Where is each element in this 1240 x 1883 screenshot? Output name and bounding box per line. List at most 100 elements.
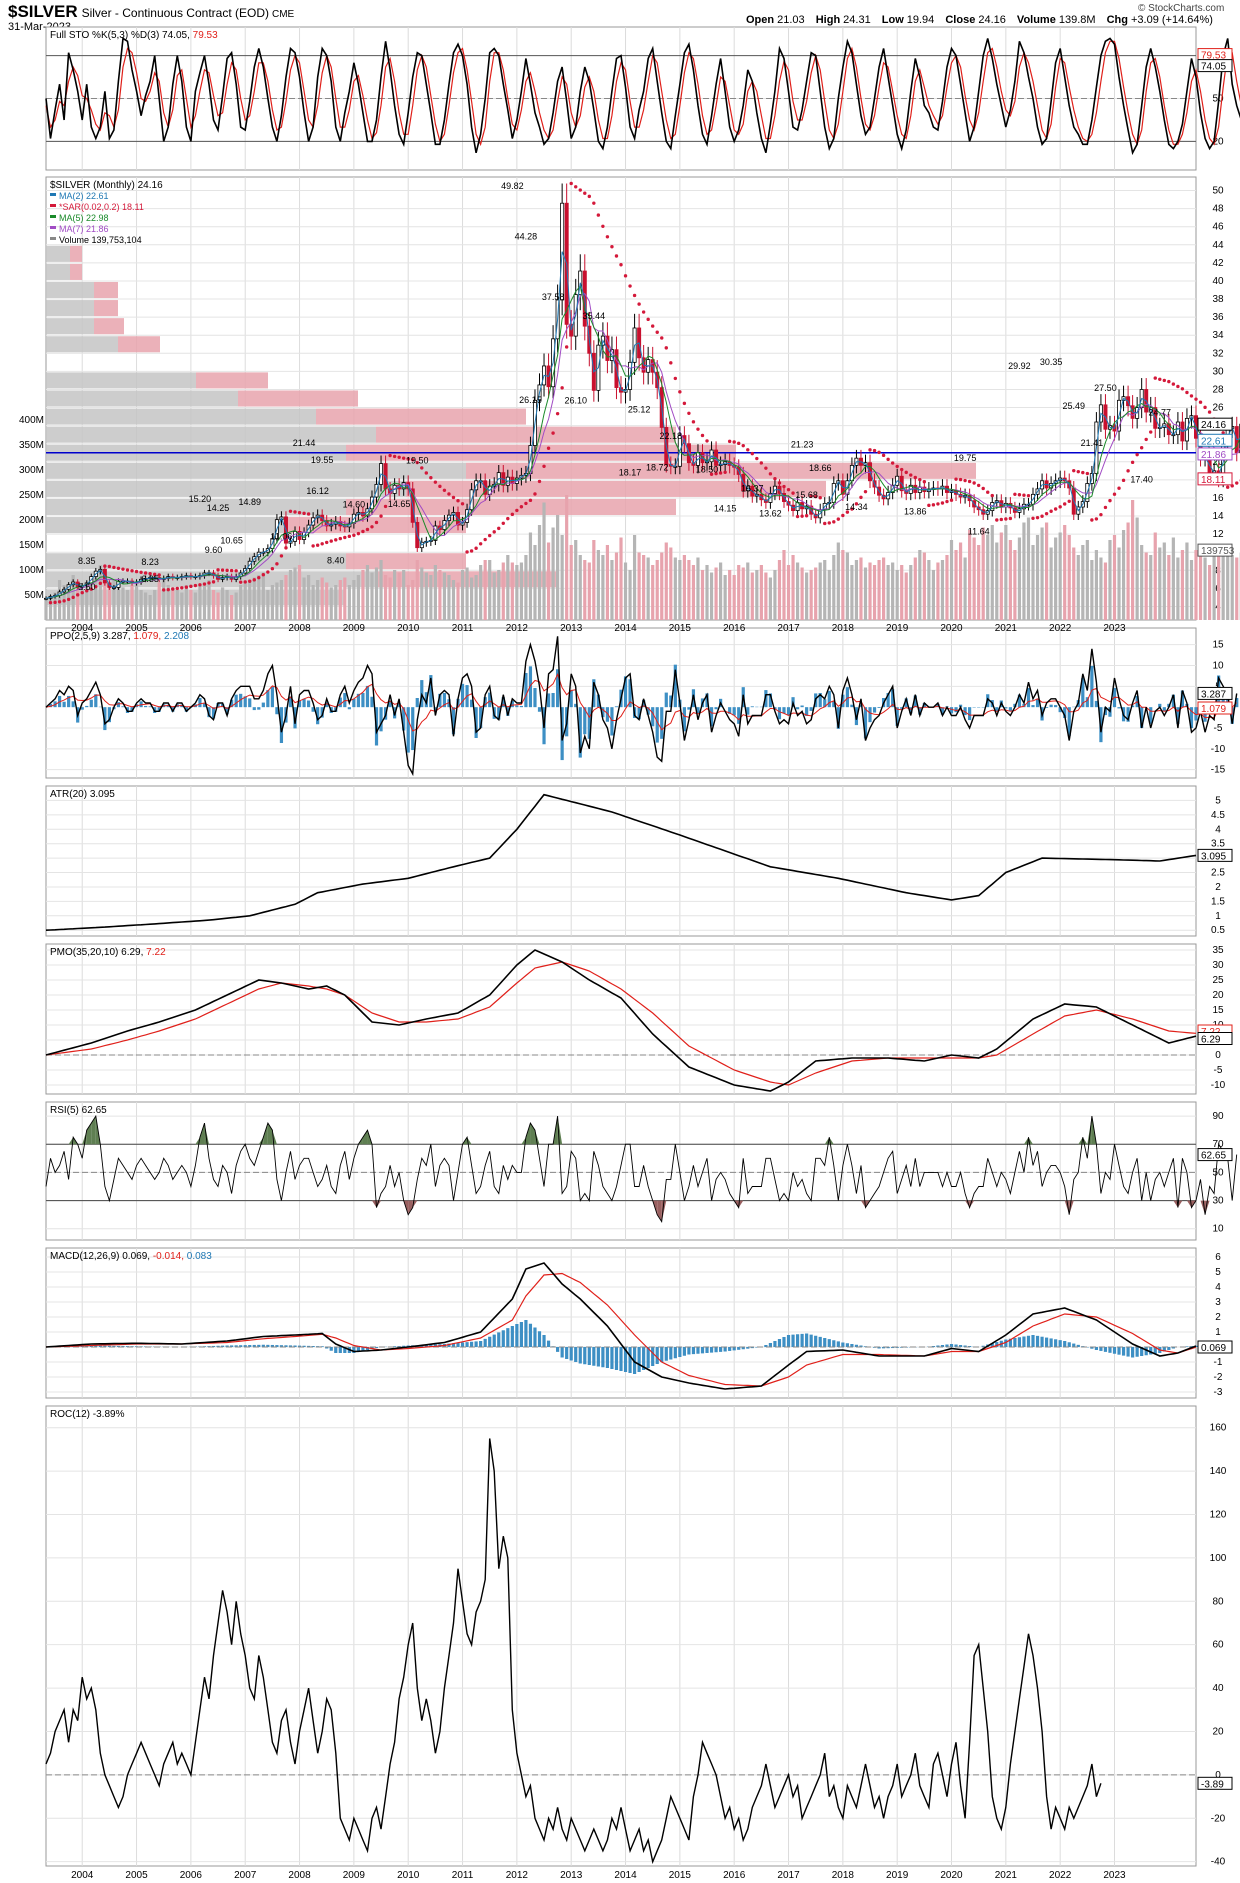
volume-bar-57 [302,577,306,620]
sar-dot-231 [1090,518,1094,522]
sar-dot-251 [1180,387,1185,391]
macd-hist-bar-156 [750,1347,754,1349]
price-label-35: 13.86 [904,506,927,516]
price-label-42: 21.41 [1081,438,1104,448]
ppo-hist-bar-183 [872,707,877,713]
ppo-hist-bar-70 [361,693,365,708]
sar-dot-60 [315,543,320,547]
volume-bar-148 [714,567,718,620]
ppo-hist-bar-25 [157,707,161,712]
macd-hist-bar-175 [836,1341,840,1347]
volume-tick-label: 300M [19,465,44,476]
sar-dot-36 [207,581,211,585]
sar-dot-215 [1017,493,1022,497]
sar-dot-4 [62,599,66,603]
macd-frame [45,1247,1197,1399]
legend-swatch-2 [50,215,56,218]
legend-item-0: MA(2) 22.61 [59,191,109,201]
instrument-name: Silver - Continuous Contract (EOD) [81,6,269,20]
ppo-hist-bar-184 [877,707,881,708]
vbp-up-bar-3 [46,517,286,534]
volume-bar-135 [655,560,659,620]
macd-hist-bar-63 [329,1347,333,1351]
pmo-tag: 6.29 [1201,1035,1221,1046]
sar-dot-246 [1158,377,1162,381]
ppo-hist-bar-237 [1117,707,1121,709]
rsi-tick-label: 10 [1212,1224,1224,1235]
volume-bar-151 [728,570,732,620]
legend-item-4: Volume 139,753,104 [59,235,142,245]
macd-hist-bar-152 [732,1347,736,1351]
volume-bar-258 [1212,555,1216,620]
macd-hist-bar-66 [343,1347,347,1353]
sar-dot-162 [777,481,782,485]
pmo-title-part-0: PMO(35,20,10) 6.29, [50,947,143,958]
ppo-hist-bar-111 [546,693,551,708]
sar-dot-180 [859,495,863,500]
vbp-down-bar-10 [238,390,358,407]
roc-panel: 160 140 120 100 80 60 40 20 0 -20 -40 ROC(12) -3.89… [45,1405,1233,1868]
volume-bar-176 [841,550,845,620]
sar-dot-186 [886,457,890,462]
close-value: 24.16 [978,14,1006,26]
volume-bar-251 [1180,550,1185,620]
ppo-hist-bar-118 [578,707,582,758]
ppo-tick-label: -5 [1214,723,1223,734]
volume-bar-181 [863,567,868,620]
price-label-36: 19.75 [954,453,977,463]
legend-swatch-4 [50,237,56,240]
macd-hist-bar-99 [492,1334,496,1347]
ppo-hist-bar-113 [556,669,560,708]
volume-bar-26 [162,580,166,620]
roc-line [45,1438,1102,1865]
volume-bar-105 [519,562,523,620]
ppo-hist-bar-78 [397,703,401,708]
volume-bar-144 [696,557,700,620]
ppo-hist-bar-219 [1035,698,1040,708]
ppo-hist-bar-31 [184,707,188,712]
volume-bar-95 [474,575,478,620]
vbp-down-bar-4 [346,498,676,516]
macd-hist-bar-136 [660,1347,664,1362]
rsi-tick-label: 90 [1212,1111,1224,1122]
macd-hist-bar-44 [243,1345,247,1347]
vbp-up-bar-5 [46,480,406,497]
x-axis-year-label: 2007 [234,1870,257,1881]
ppo-hist-bar-151 [728,707,732,714]
macd-hist-bar-233 [1099,1347,1103,1351]
price-tag-ma7-box [1197,447,1233,461]
price-tag-sar: 18.11 [1201,475,1226,486]
sto-tick-label: 20 [1212,136,1224,147]
volume-bar-49 [266,590,270,620]
macd-hist-bar-162 [777,1339,782,1347]
atr-tick-label: 2 [1215,882,1221,893]
ppo-hist-bar-159 [764,690,768,708]
ppo-hist-bar-186 [886,693,890,708]
volume-bar-17 [121,587,125,620]
volume-bar-212 [1004,525,1008,620]
volume-bar-0 [44,600,48,620]
macd-hist-bar-52 [279,1345,284,1347]
ppo-hist-bar-43 [239,693,243,708]
ppo-hist-bar-222 [1049,704,1053,708]
volume-bar-58 [306,575,311,620]
macd-hist-bar-85 [429,1344,433,1347]
ppo-hist-bar-226 [1067,707,1071,736]
sar-dot-217 [1026,493,1031,498]
volume-bar-261 [1226,550,1230,620]
sar-dot-119 [583,191,587,195]
macd-hist-bar-95 [474,1341,478,1347]
volume-bar-30 [180,592,184,620]
ppo-hist-bar-17 [121,706,125,708]
rsi-overbought-fill-71 [362,1130,368,1145]
atr-tick-label: 3.5 [1211,839,1225,850]
ppo-hist-bar-6 [71,701,75,708]
ppo-hist-bar-13 [103,707,107,731]
ppo-tag-box [1197,686,1233,700]
x-axis-year-label: 2006 [180,1870,203,1881]
x-axis-year-label: 2014 [614,1870,637,1881]
sar-dot-247 [1162,378,1167,383]
x-axis-year-label: 2015 [669,623,692,634]
macd-hist-bar-54 [288,1345,293,1347]
